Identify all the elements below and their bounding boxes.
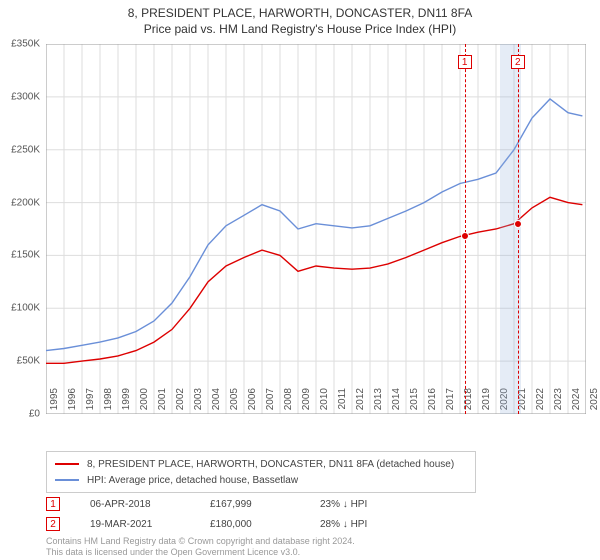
event-delta: 23% ↓ HPI xyxy=(320,499,367,510)
legend-swatch xyxy=(55,463,79,465)
y-tick-label: £150K xyxy=(0,250,40,261)
chart-area: £0£50K£100K£150K£200K£250K£300K£350K 199… xyxy=(46,44,586,414)
event-marker-icon: 2 xyxy=(46,517,60,531)
event-marker-flag: 1 xyxy=(458,52,472,70)
event-table: 1 06-APR-2018 £167,999 23% ↓ HPI 2 19-MA… xyxy=(46,494,397,534)
y-tick-label: £350K xyxy=(0,39,40,50)
legend-swatch xyxy=(55,479,79,481)
x-tick-label: 2017 xyxy=(445,388,456,418)
y-tick-label: £300K xyxy=(0,91,40,102)
event-row: 1 06-APR-2018 £167,999 23% ↓ HPI xyxy=(46,494,397,514)
x-tick-label: 2019 xyxy=(481,388,492,418)
y-tick-label: £100K xyxy=(0,303,40,314)
x-tick-label: 2001 xyxy=(157,388,168,418)
x-tick-label: 2005 xyxy=(229,388,240,418)
chart-title: 8, PRESIDENT PLACE, HARWORTH, DONCASTER,… xyxy=(0,6,600,20)
title-block: 8, PRESIDENT PLACE, HARWORTH, DONCASTER,… xyxy=(0,0,600,36)
x-tick-label: 2002 xyxy=(175,388,186,418)
event-marker-flag: 2 xyxy=(511,52,525,70)
x-tick-label: 2003 xyxy=(193,388,204,418)
x-tick-label: 2025 xyxy=(589,388,600,418)
y-tick-label: £0 xyxy=(0,409,40,420)
x-tick-label: 1995 xyxy=(49,388,60,418)
chart-subtitle: Price paid vs. HM Land Registry's House … xyxy=(0,22,600,36)
event-vline xyxy=(518,44,519,414)
x-tick-label: 2016 xyxy=(427,388,438,418)
event-date: 06-APR-2018 xyxy=(90,499,180,510)
event-vline xyxy=(465,44,466,414)
event-price: £180,000 xyxy=(210,519,290,530)
x-tick-label: 2015 xyxy=(409,388,420,418)
event-point xyxy=(461,232,469,240)
x-tick-label: 2009 xyxy=(301,388,312,418)
event-point xyxy=(514,220,522,228)
event-price: £167,999 xyxy=(210,499,290,510)
x-tick-label: 2022 xyxy=(535,388,546,418)
legend-label: HPI: Average price, detached house, Bass… xyxy=(87,475,298,486)
footer-license: This data is licensed under the Open Gov… xyxy=(46,547,355,558)
x-tick-label: 2004 xyxy=(211,388,222,418)
x-tick-label: 2023 xyxy=(553,388,564,418)
legend: 8, PRESIDENT PLACE, HARWORTH, DONCASTER,… xyxy=(46,451,476,493)
event-row: 2 19-MAR-2021 £180,000 28% ↓ HPI xyxy=(46,514,397,534)
x-tick-label: 2013 xyxy=(373,388,384,418)
x-tick-label: 1996 xyxy=(67,388,78,418)
event-marker-icon: 1 xyxy=(46,497,60,511)
y-tick-label: £250K xyxy=(0,144,40,155)
x-tick-label: 1998 xyxy=(103,388,114,418)
x-tick-label: 2014 xyxy=(391,388,402,418)
x-tick-label: 1997 xyxy=(85,388,96,418)
x-tick-label: 2010 xyxy=(319,388,330,418)
event-date: 19-MAR-2021 xyxy=(90,519,180,530)
legend-label: 8, PRESIDENT PLACE, HARWORTH, DONCASTER,… xyxy=(87,459,454,470)
x-tick-label: 2012 xyxy=(355,388,366,418)
x-tick-label: 2011 xyxy=(337,388,348,418)
x-tick-label: 2008 xyxy=(283,388,294,418)
footer: Contains HM Land Registry data © Crown c… xyxy=(46,536,355,558)
legend-item-property: 8, PRESIDENT PLACE, HARWORTH, DONCASTER,… xyxy=(55,456,467,472)
legend-item-hpi: HPI: Average price, detached house, Bass… xyxy=(55,472,467,488)
x-tick-label: 2024 xyxy=(571,388,582,418)
x-tick-label: 2006 xyxy=(247,388,258,418)
y-tick-label: £200K xyxy=(0,197,40,208)
chart-container: 8, PRESIDENT PLACE, HARWORTH, DONCASTER,… xyxy=(0,0,600,560)
x-tick-label: 2007 xyxy=(265,388,276,418)
y-tick-label: £50K xyxy=(0,356,40,367)
event-delta: 28% ↓ HPI xyxy=(320,519,367,530)
x-tick-label: 1999 xyxy=(121,388,132,418)
footer-copyright: Contains HM Land Registry data © Crown c… xyxy=(46,536,355,547)
x-tick-label: 2000 xyxy=(139,388,150,418)
